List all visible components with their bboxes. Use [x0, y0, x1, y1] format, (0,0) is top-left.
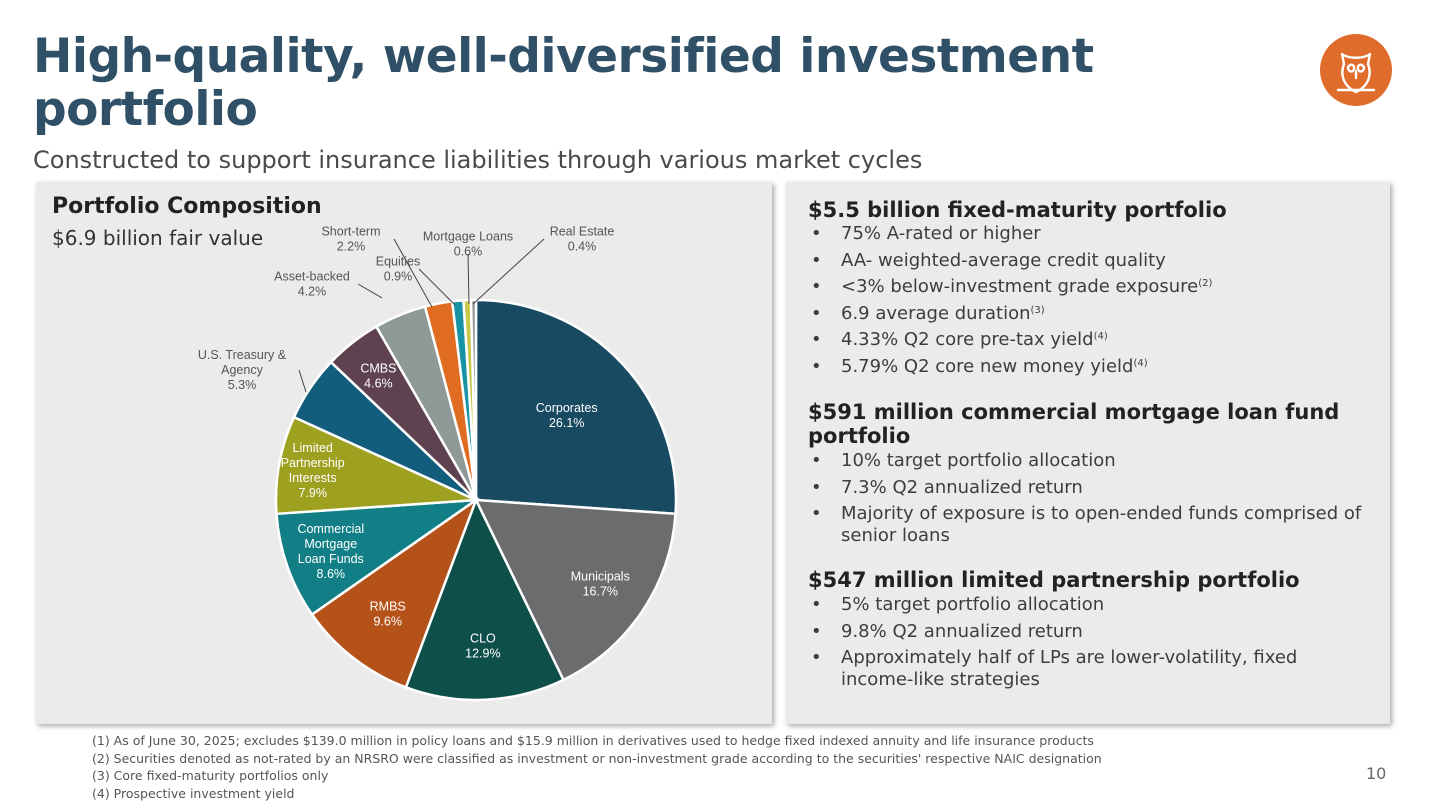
pie-slice-commercial-mortgage-loan-funds [275, 498, 481, 617]
chart-subtitle: $6.9 billion fair value [52, 226, 264, 250]
page-subtitle: Constructed to support insurance liabili… [33, 146, 923, 174]
footnotes: (1) As of June 30, 2025; excludes $139.0… [92, 732, 1102, 802]
footnote: (1) As of June 30, 2025; excludes $139.0… [92, 733, 1094, 748]
fixed-maturity-heading: $5.5 billion fixed-maturity portfolio [808, 198, 1227, 222]
slice-label-asset-backed: Asset-backed 4.2% [274, 270, 350, 299]
list-item: <3% below-investment grade exposure(2) [808, 276, 1368, 298]
limited-partnership-heading: $547 million limited partnership portfol… [808, 568, 1300, 592]
footnote-ref: (2) [1198, 278, 1213, 289]
footnote-ref: (4) [1133, 357, 1148, 369]
mortgage-loan-fund-list: 10% target portfolio allocation 7.3% Q2 … [808, 450, 1368, 552]
leader-line-asset-backed [357, 283, 383, 299]
slice-label-commercial-mortgage-loan-funds: Commercial Mortgage Loan Funds 8.6% [297, 522, 364, 581]
list-item: 75% A-rated or higher [808, 223, 1368, 245]
pie-slice-real-estate [469, 298, 478, 501]
list-item: 9.8% Q2 annualized return [808, 621, 1368, 643]
page-title: High-quality, well-diversified investmen… [33, 29, 1094, 137]
list-item: 10% target portfolio allocation [808, 450, 1368, 472]
slice-label-u-s-treasury-agency: U.S. Treasury & Agency 5.3% [198, 348, 287, 392]
footnote: (3) Core fixed-maturity portfolios only [92, 768, 329, 783]
list-item: Approximately half of LPs are lower-vola… [808, 647, 1368, 691]
slice-label-clo: CLO 12.9% [465, 631, 500, 660]
footnote-ref: (3) [1030, 304, 1045, 316]
list-item: AA- weighted-average credit quality [808, 250, 1368, 272]
slice-label-real-estate: Real Estate 0.4% [550, 225, 615, 254]
slice-label-corporates: Corporates 26.1% [536, 401, 598, 430]
portfolio-details-panel: $5.5 billion fixed-maturity portfolio 75… [786, 182, 1390, 724]
footnote-ref: (4) [1093, 331, 1108, 342]
footnote: (4) Prospective investment yield [92, 785, 295, 801]
leader-line-short-term [393, 238, 433, 308]
pie-slice-corporates [474, 298, 678, 516]
pie-slice-clo [404, 496, 566, 702]
mortgage-loan-fund-heading: $591 million commercial mortgage loan fu… [808, 400, 1340, 448]
leader-line-mortgage-loans [467, 253, 470, 305]
list-item: Majority of exposure is to open-ended fu… [808, 503, 1368, 547]
fixed-maturity-list: 75% A-rated or higher AA- weighted-avera… [808, 223, 1368, 382]
list-item: 5% target portfolio allocation [808, 594, 1368, 616]
leader-line-real-estate [472, 238, 545, 305]
limited-partnership-list: 5% target portfolio allocation 9.8% Q2 a… [808, 594, 1368, 696]
list-item: 5.79% Q2 core new money yield(4) [808, 356, 1368, 378]
owl-logo-icon [1320, 34, 1392, 106]
portfolio-composition-panel: Corporates 26.1% Municipals 16.7% CLO 12.9% RM… [36, 182, 772, 724]
page-number: 10 [1366, 764, 1387, 783]
pie-slice-rmbs [310, 496, 479, 689]
chart-title: Portfolio Composition [52, 194, 322, 219]
leader-line-equities [418, 268, 456, 306]
list-item: 6.9 average duration(3) [808, 303, 1368, 325]
slice-label-equities: Equities 0.9% [376, 255, 420, 284]
list-item: 4.33% Q2 core pre-tax yield(4) [808, 329, 1368, 351]
list-item: 7.3% Q2 annualized return [808, 477, 1368, 499]
slice-label-limited-partnership-interests: Limited Partnership Interests 7.9% [281, 441, 345, 500]
slice-label-municipals: Municipals 16.7% [571, 569, 630, 598]
pie-slice-limited-partnership-interests [274, 415, 477, 516]
pie-slice-municipals [473, 498, 677, 682]
footnote: (2) Securities denoted as not-rated by a… [92, 750, 1102, 766]
leader-line-u-s-treasury-agency [298, 369, 307, 393]
slice-label-cmbs: CMBS 4.6% [360, 361, 396, 390]
slice-label-short-term: Short-term 2.2% [321, 225, 380, 254]
slice-label-rmbs: RMBS 9.6% [370, 599, 406, 628]
pie-chart: Corporates 26.1% Municipals 16.7% CLO 12.9% RM… [198, 225, 678, 702]
slice-label-mortgage-loans: Mortgage Loans 0.6% [423, 230, 513, 259]
